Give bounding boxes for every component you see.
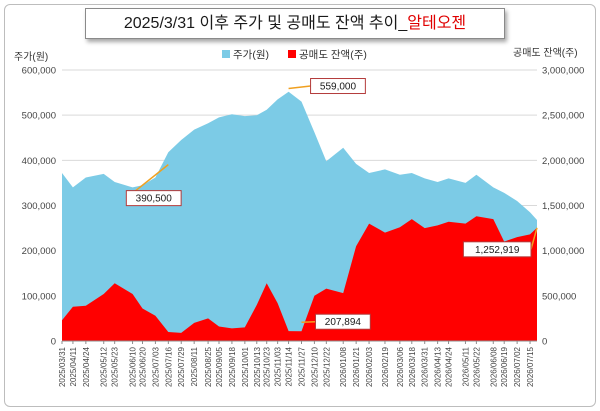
x-tick-label: 2026/03/18	[408, 346, 417, 387]
legend-label-2: 공매도 잔액(주)	[299, 49, 367, 61]
callout-label-3: 207,894	[325, 317, 362, 328]
x-tick-label: 2025/05/23	[111, 346, 120, 387]
right-axis-title: 공매도 잔액(주)	[513, 48, 578, 59]
x-tick-label: 2025/11/03	[274, 346, 283, 386]
x-tick-label: 2026/07/02	[513, 346, 522, 387]
x-tick-label: 2026/06/08	[489, 346, 498, 387]
right-tick-label: 2,000,000	[542, 156, 584, 167]
x-tick-label: 2025/09/05	[215, 346, 224, 387]
callout-box-1	[125, 190, 182, 207]
callout-label-1: 390,500	[136, 194, 173, 205]
x-tick-label: 2025/10/23	[263, 346, 272, 387]
callout-label-2: 559,000	[320, 82, 357, 93]
x-tick-label: 2025/12/22	[322, 346, 331, 387]
callout-box-3	[314, 313, 371, 330]
callout-label-4: 1,252,919	[475, 245, 520, 256]
callout-box-4	[462, 241, 532, 258]
x-tick-label: 2026/06/19	[500, 346, 509, 387]
x-tick-label: 2025/10/01	[241, 346, 250, 387]
callout-leader-2	[288, 85, 311, 90]
x-tick-label: 2025/08/25	[204, 346, 213, 387]
x-tick-label: 2025/11/14	[285, 346, 294, 386]
left-tick-label: 0	[51, 337, 56, 348]
x-tick-label: 2026/05/11	[461, 346, 470, 386]
x-tick-label: 2026/03/06	[396, 346, 405, 387]
chart-title-main: 2025/3/31 이후 주가 및 공매도 잔액 추이_	[123, 15, 408, 32]
x-tick-label: 2026/01/08	[339, 346, 348, 387]
x-tick-label: 2025/07/29	[177, 346, 186, 387]
x-tick-label: 2025/04/11	[69, 346, 78, 386]
x-tick-label: 2026/04/13	[434, 346, 443, 387]
x-tick-label: 2026/04/24	[445, 346, 454, 387]
right-tick-label: 3,000,000	[542, 66, 584, 77]
left-tick-label: 500,000	[22, 111, 56, 122]
right-tick-label: 500,000	[542, 291, 576, 302]
x-tick-label: 2025/10/13	[253, 346, 262, 387]
x-tick-label: 2025/06/10	[129, 346, 138, 387]
x-tick-label: 2025/09/18	[228, 346, 237, 387]
left-axis-title: 주가(원)	[14, 52, 49, 63]
x-tick-label: 2025/07/03	[151, 346, 160, 387]
chart-title: 2025/3/31 이후 주가 및 공매도 잔액 추이_알테오젠	[85, 8, 505, 39]
x-tick-label: 2026/05/22	[472, 346, 481, 387]
left-tick-label: 100,000	[22, 291, 56, 302]
right-tick-label: 0	[542, 337, 547, 348]
x-tick-label: 2025/11/27	[297, 346, 306, 386]
callout-leader-3	[301, 320, 316, 323]
callout-box-2	[310, 78, 366, 95]
right-tick-label: 2,500,000	[542, 111, 584, 122]
x-tick-label: 2026/03/31	[421, 346, 430, 387]
x-tick-label: 2026/02/03	[365, 346, 374, 387]
x-tick-label: 2025/12/10	[310, 346, 319, 387]
chart-title-brand: 알테오젠	[407, 15, 467, 32]
x-tick-label: 2025/05/12	[100, 346, 109, 387]
right-tick-label: 1,000,000	[542, 246, 584, 257]
x-tick-label: 2026/01/21	[352, 346, 361, 387]
legend-label-1: 주가(원)	[233, 49, 269, 61]
short-balance-area	[62, 216, 537, 341]
left-tick-label: 400,000	[22, 156, 56, 167]
x-tick-label: 2025/04/24	[82, 346, 91, 387]
x-tick-label: 2026/02/19	[381, 346, 390, 387]
callout-leader-4	[530, 227, 538, 250]
left-tick-label: 300,000	[22, 201, 56, 212]
legend-swatch-2	[288, 50, 296, 58]
left-tick-label: 200,000	[22, 246, 56, 257]
legend-swatch-1	[222, 50, 230, 58]
left-tick-label: 600,000	[22, 66, 56, 77]
x-tick-label: 2025/06/20	[138, 346, 147, 387]
x-tick-label: 2025/08/11	[190, 346, 199, 386]
x-tick-label: 2025/07/16	[164, 346, 173, 387]
x-tick-label: 2025/03/31	[58, 346, 67, 387]
right-tick-label: 1,500,000	[542, 201, 584, 212]
x-tick-label: 2026/07/15	[526, 346, 535, 387]
